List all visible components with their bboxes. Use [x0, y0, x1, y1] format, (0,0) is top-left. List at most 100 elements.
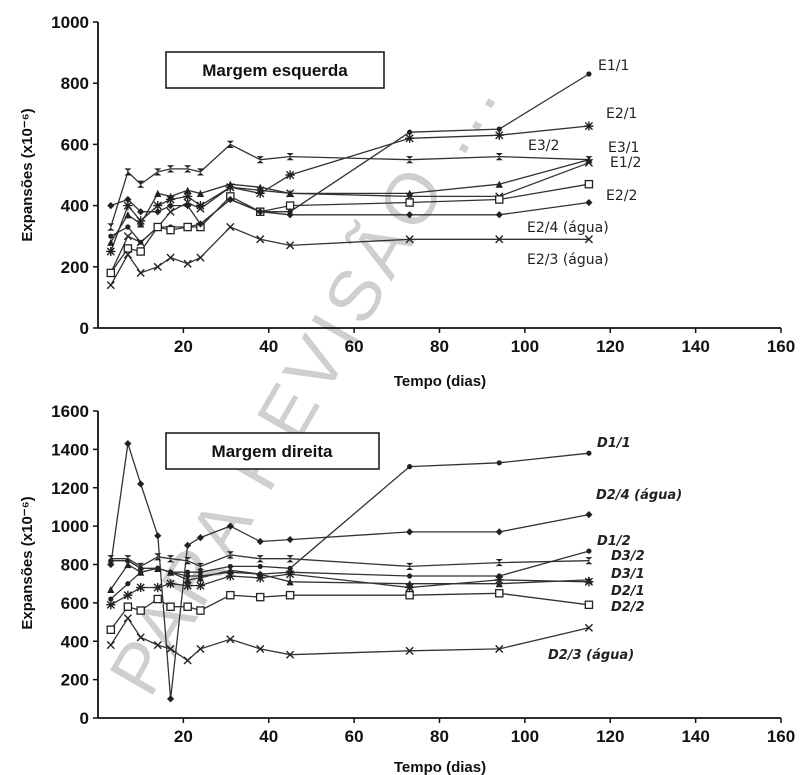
data-point	[154, 532, 162, 540]
data-point	[407, 129, 413, 135]
series-label: D3/1	[611, 567, 645, 582]
data-point	[584, 623, 594, 632]
data-point	[226, 566, 234, 574]
data-point	[286, 211, 294, 219]
data-point	[166, 644, 175, 654]
data-point	[196, 189, 205, 197]
data-point	[496, 126, 502, 132]
data-point	[494, 575, 504, 585]
data-point	[124, 195, 132, 204]
data-point	[154, 208, 162, 216]
data-point	[196, 220, 205, 228]
data-point	[286, 535, 294, 544]
data-point	[154, 189, 162, 197]
data-point	[108, 596, 114, 602]
data-point	[106, 268, 116, 278]
data-point	[184, 186, 192, 194]
data-point	[137, 220, 145, 228]
data-point	[123, 590, 133, 600]
x-tick-label: 40	[259, 337, 278, 356]
y-tick-label: 600	[61, 135, 89, 154]
data-point	[256, 537, 264, 546]
data-point	[586, 71, 592, 77]
data-point	[584, 179, 594, 189]
series-label: E2/2	[606, 188, 637, 204]
data-point	[106, 625, 116, 634]
data-point	[153, 262, 162, 271]
data-point	[406, 528, 414, 536]
data-point	[407, 464, 413, 470]
data-point	[285, 569, 295, 579]
data-point	[153, 640, 162, 650]
data-point	[197, 569, 204, 575]
data-point	[285, 189, 295, 198]
data-point	[285, 590, 295, 600]
series	[106, 614, 594, 665]
data-point	[184, 557, 192, 565]
data-point	[166, 602, 175, 611]
data-point	[166, 225, 175, 235]
x-tick-label: 160	[767, 337, 795, 356]
data-point	[406, 562, 414, 571]
data-point	[166, 695, 175, 703]
series-label: D2/1	[611, 584, 645, 599]
chart-margem-direita: Margem direita Tempo (dias) Expansões (x…	[19, 402, 795, 775]
series-label: D3/2	[611, 549, 645, 564]
data-point	[256, 186, 265, 195]
x-tick-label: 140	[681, 337, 709, 356]
series	[106, 569, 594, 610]
y-tick-label: 400	[61, 632, 89, 651]
data-point	[125, 224, 131, 230]
data-point	[183, 656, 192, 665]
data-point	[227, 563, 233, 570]
data-point	[495, 195, 504, 204]
data-point	[107, 560, 115, 569]
series-label: E3/1	[608, 140, 639, 156]
data-point	[285, 241, 295, 250]
data-point	[185, 569, 191, 575]
series	[107, 440, 593, 703]
y-axis-label: Expansões (x10⁻⁶)	[19, 108, 36, 241]
data-point	[405, 582, 415, 593]
series-label: D1/2	[597, 534, 631, 549]
data-point	[226, 590, 235, 600]
series-labels: D1/1 D2/4 (água) D1/2D3/2 D3/1 D2/1D2/2 D2/3 …	[548, 436, 682, 663]
data-point	[495, 211, 503, 219]
x-axis-label: Tempo (dias)	[394, 373, 486, 390]
x-tick-label: 80	[430, 337, 449, 356]
series-group	[106, 440, 594, 703]
series-label: D2/2	[611, 600, 645, 615]
data-point	[256, 235, 265, 244]
data-point	[226, 222, 235, 232]
data-point	[584, 235, 594, 244]
data-point	[106, 600, 116, 610]
data-point	[184, 202, 192, 210]
data-point	[255, 573, 265, 583]
data-point	[406, 156, 414, 164]
x-axis-label: Tempo (dias)	[394, 759, 486, 775]
data-point	[196, 204, 205, 213]
chart-title: Margem esquerda	[202, 61, 348, 80]
data-point	[137, 180, 145, 188]
series	[107, 551, 593, 571]
x-tick-label: 60	[345, 337, 364, 356]
data-point	[154, 564, 162, 572]
series-label: E3/2	[528, 138, 559, 154]
data-point	[183, 222, 192, 232]
y-tick-label: 1000	[51, 517, 89, 536]
data-point	[495, 558, 503, 567]
x-tick-label: 60	[345, 727, 364, 746]
series-labels: E1/1 E2/1 E3/2 E3/1E1/2 E2/2 E2/4 (água) E2/3 …	[527, 58, 641, 268]
series-label: D2/3 (água)	[548, 648, 634, 663]
data-point	[495, 235, 504, 244]
data-point	[184, 541, 192, 549]
data-point	[107, 238, 115, 246]
data-point	[183, 259, 192, 268]
x-tick-label: 100	[511, 337, 539, 356]
data-point	[226, 522, 234, 530]
data-point	[166, 192, 175, 201]
y-tick-label: 400	[61, 197, 89, 216]
y-tick-label: 800	[61, 556, 89, 575]
data-point	[226, 635, 235, 644]
